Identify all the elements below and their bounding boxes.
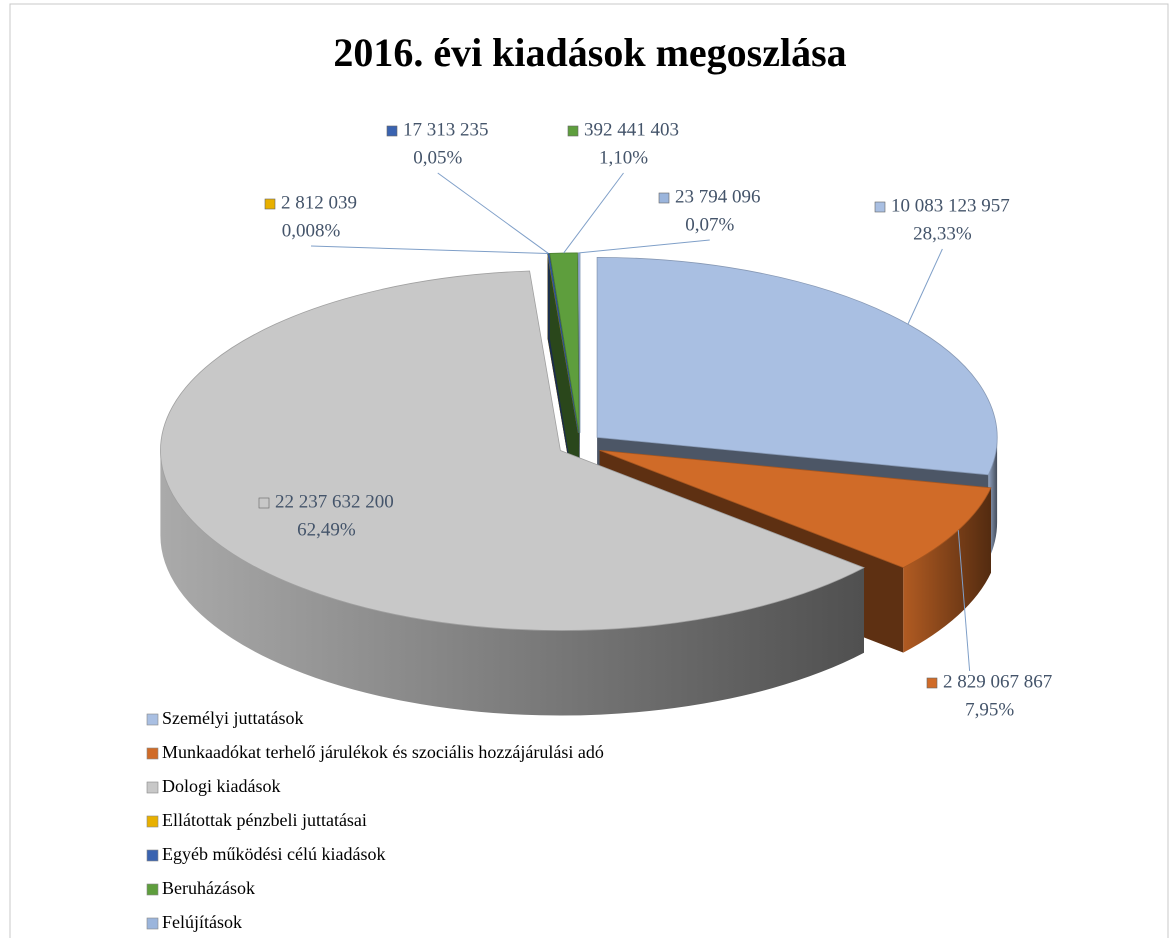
label-swatch bbox=[658, 192, 670, 204]
legend-swatch bbox=[146, 747, 159, 760]
chart-border bbox=[9, 3, 1169, 938]
leader-line bbox=[957, 530, 971, 672]
data-label-percent: 28,33% bbox=[913, 223, 972, 244]
data-label: 2 812 039 bbox=[281, 192, 357, 213]
legend-swatch bbox=[146, 781, 159, 794]
data-label: 23 794 096 bbox=[675, 186, 761, 207]
leader-line bbox=[907, 248, 943, 325]
label-swatch bbox=[386, 125, 398, 137]
legend-label: Ellátottak pénzbeli juttatásai bbox=[162, 810, 367, 830]
legend-label: Munkaadókat terhelő járulékok és szociál… bbox=[162, 742, 604, 762]
leader-line bbox=[437, 172, 549, 254]
legend-label: Beruházások bbox=[162, 878, 255, 898]
legend-label: Felújítások bbox=[162, 912, 242, 932]
legend-swatch bbox=[146, 815, 159, 828]
data-label: 392 441 403 bbox=[584, 119, 679, 140]
data-label-percent: 7,95% bbox=[965, 699, 1014, 720]
data-label: 2 829 067 867 bbox=[943, 671, 1052, 692]
slice-side bbox=[903, 487, 991, 653]
legend-swatch bbox=[146, 917, 159, 930]
label-swatch bbox=[567, 125, 579, 137]
data-label-percent: 1,10% bbox=[599, 147, 648, 168]
slice-cut-face bbox=[549, 253, 580, 518]
data-label-percent: 62,49% bbox=[297, 519, 356, 540]
label-swatch bbox=[874, 201, 886, 213]
chart-title: 2016. évi kiadások megoszlása bbox=[333, 30, 846, 75]
label-swatch bbox=[264, 198, 276, 210]
leader-line bbox=[563, 172, 624, 254]
label-swatch bbox=[926, 677, 938, 689]
leader-line bbox=[579, 239, 710, 254]
data-label: 10 083 123 957 bbox=[891, 195, 1010, 216]
data-label: 22 237 632 200 bbox=[275, 491, 394, 512]
legend-label: Egyéb működési célú kiadások bbox=[162, 844, 385, 864]
legend-label: Dologi kiadások bbox=[162, 776, 281, 796]
slice bbox=[160, 270, 865, 631]
data-label-percent: 0,07% bbox=[685, 214, 734, 235]
leader-line bbox=[310, 245, 548, 254]
legend-label: Személyi juttatások bbox=[162, 708, 303, 728]
legend-swatch bbox=[146, 883, 159, 896]
slice-side bbox=[160, 450, 864, 716]
data-label-percent: 0,008% bbox=[282, 220, 341, 241]
label-swatch bbox=[258, 497, 270, 509]
slice bbox=[596, 256, 998, 476]
legend-swatch bbox=[146, 713, 159, 726]
data-label: 17 313 235 bbox=[403, 119, 489, 140]
data-label-percent: 0,05% bbox=[413, 147, 462, 168]
legend-swatch bbox=[146, 849, 159, 862]
